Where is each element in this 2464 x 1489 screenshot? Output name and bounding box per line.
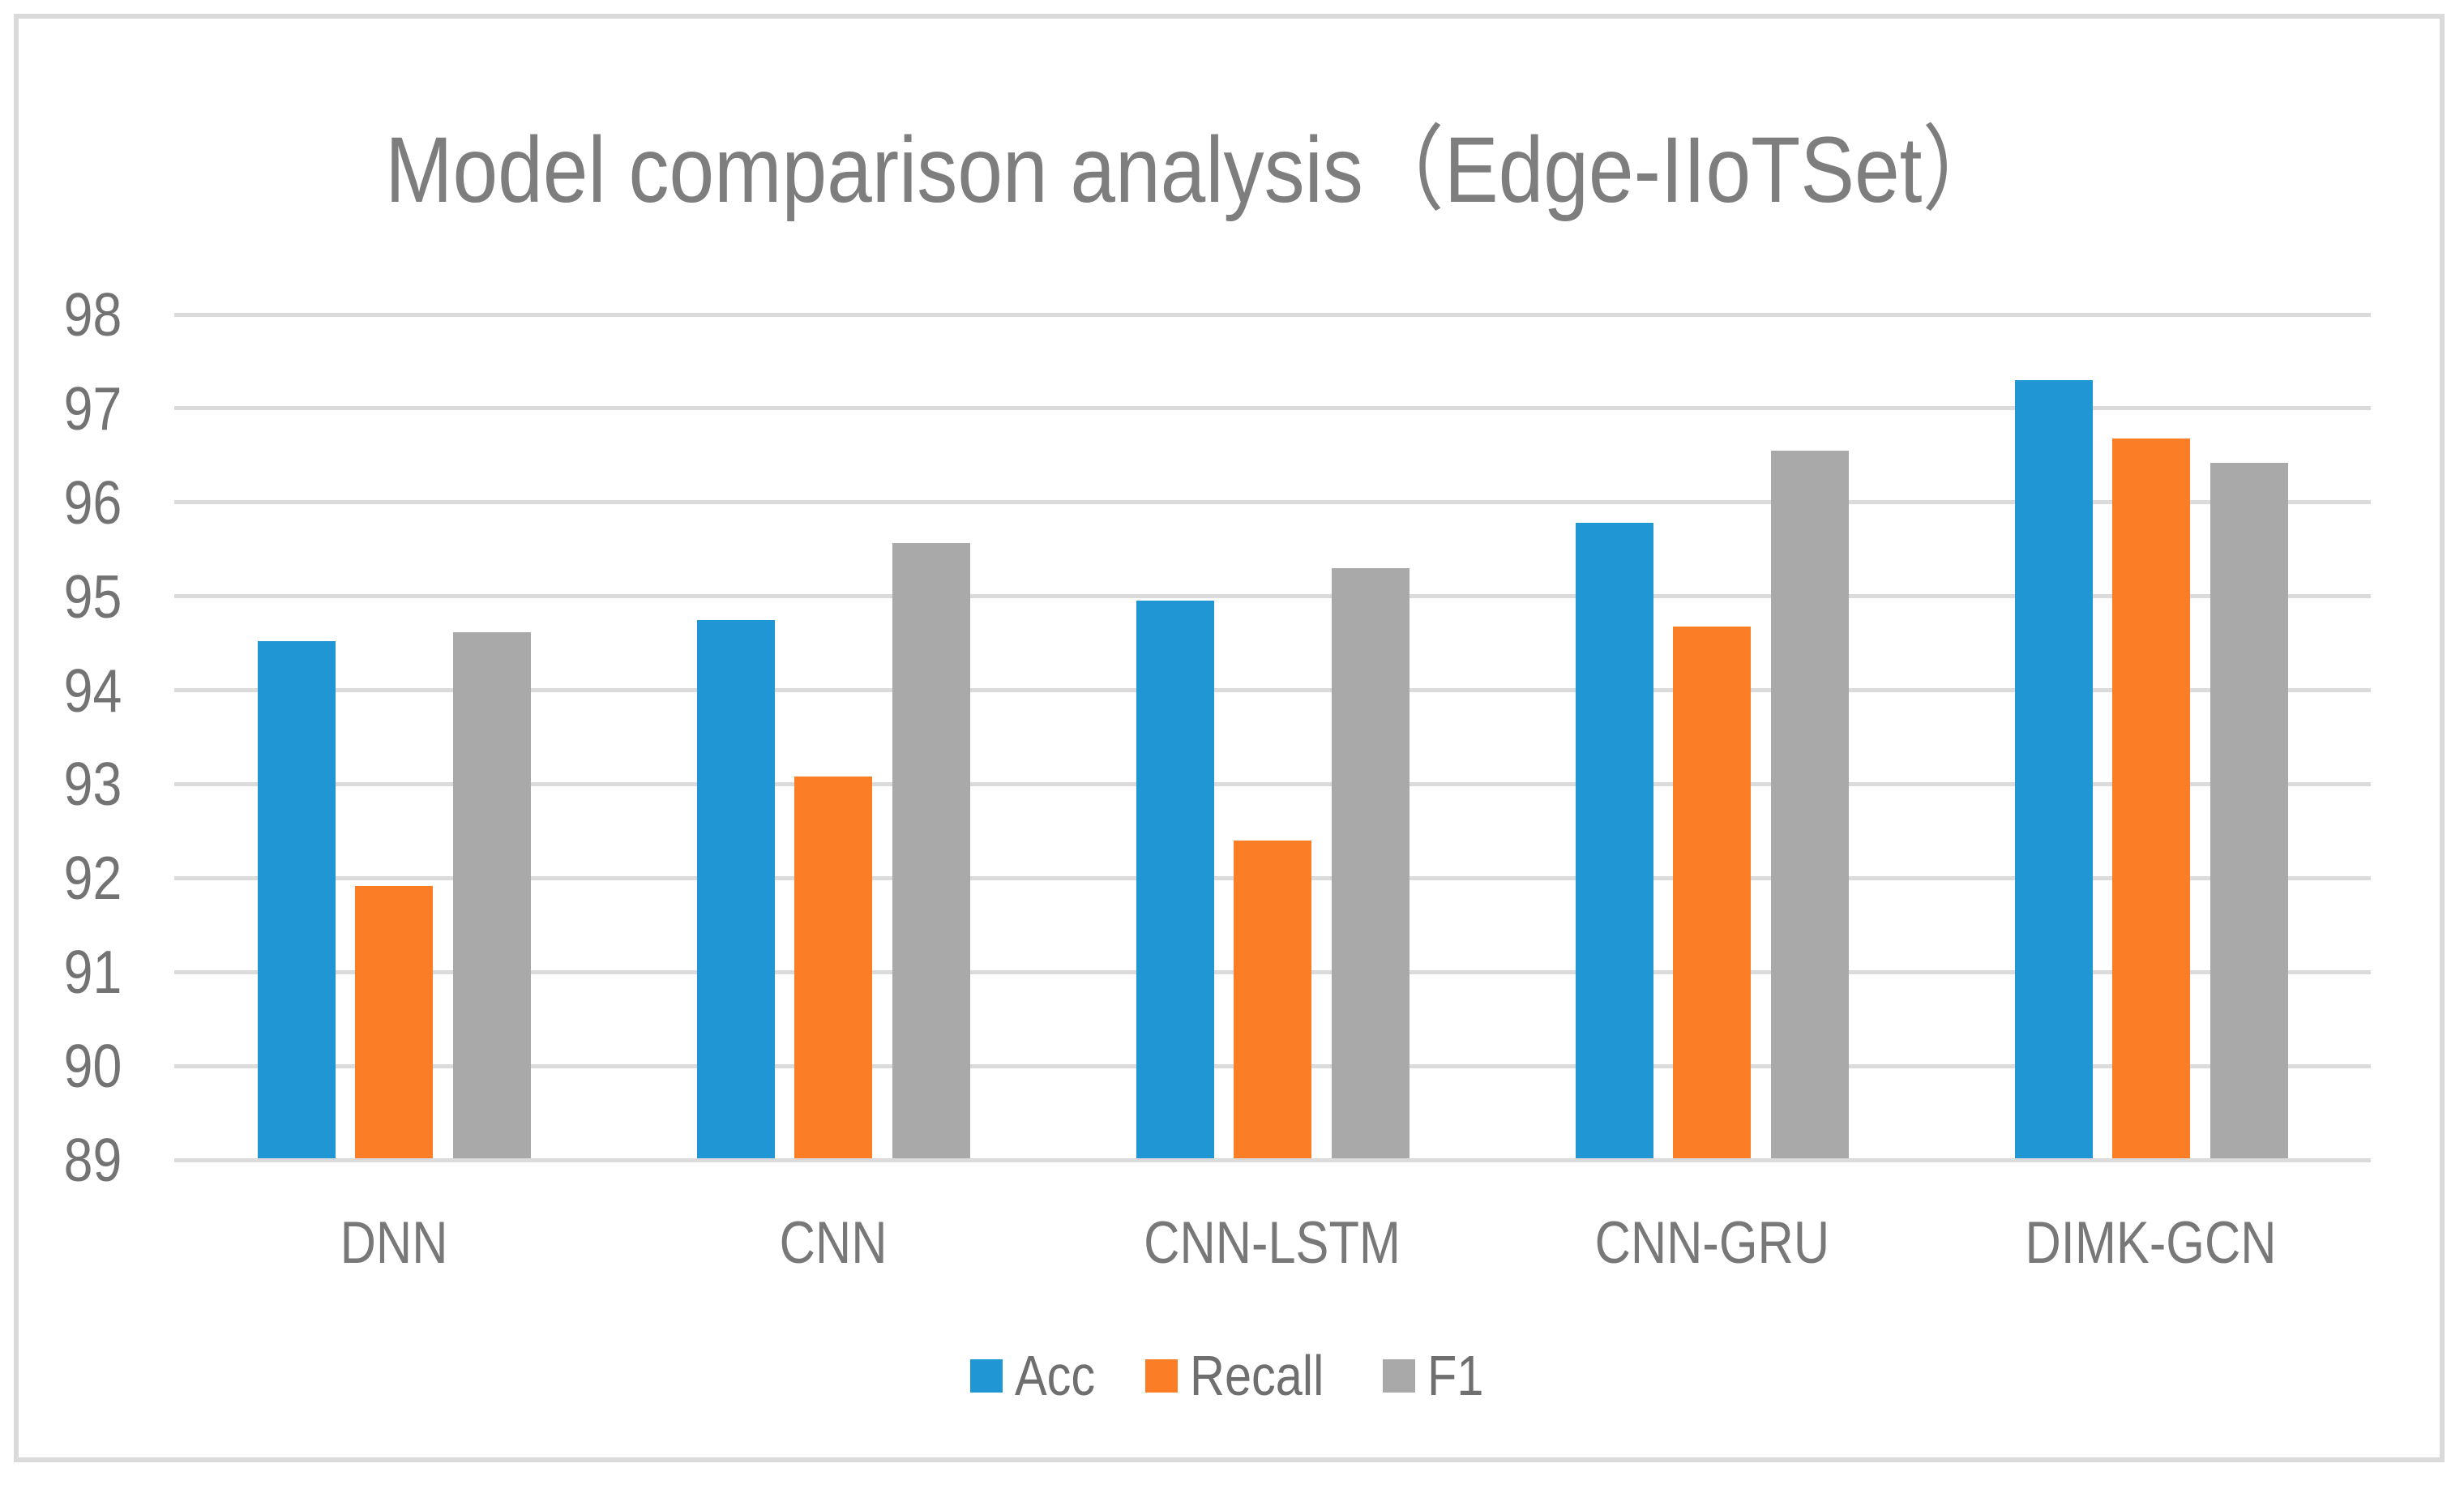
- y-tick-text: 92: [63, 844, 122, 913]
- y-tick-label: 95: [0, 564, 122, 629]
- bar-f1-cnn-gru: [1770, 451, 1849, 1158]
- bar-f1-dimk-gcn: [2209, 463, 2288, 1158]
- x-category-text: DNN: [340, 1210, 448, 1276]
- legend-swatch-f1: [1383, 1358, 1416, 1393]
- bar-acc-dimk-gcn: [2014, 380, 2093, 1158]
- y-tick-text: 93: [63, 750, 122, 819]
- x-category-label-dimk-gcn: DIMK-GCN: [1931, 1211, 2371, 1276]
- y-tick-text: 96: [63, 468, 122, 537]
- y-tick-text: 90: [63, 1032, 122, 1101]
- y-tick-label: 91: [0, 939, 122, 1004]
- y-tick-label: 89: [0, 1127, 122, 1192]
- gridline-y-96: [174, 500, 2371, 505]
- legend-item-f1: F1: [1383, 1347, 1494, 1404]
- chart-title-row: Model comparison analysis（Edge-IIoTSet）: [0, 105, 2388, 235]
- x-category-label-cnn: CNN: [614, 1211, 1053, 1276]
- x-category-text: DIMK-GCN: [2026, 1210, 2277, 1276]
- plot-area: [174, 312, 2371, 1162]
- gridline-y-89: [174, 1157, 2371, 1162]
- bar-recall-dnn: [355, 885, 433, 1158]
- legend-item-recall: Recall: [1144, 1344, 1348, 1407]
- y-tick-text: 95: [63, 562, 122, 631]
- bar-f1-cnn: [892, 542, 970, 1158]
- x-category-text: CNN: [779, 1210, 888, 1276]
- y-tick-label: 97: [0, 376, 122, 441]
- gridline-y-98: [174, 312, 2371, 317]
- y-tick-text: 89: [63, 1126, 122, 1194]
- x-category-text: CNN-LSTM: [1144, 1210, 1401, 1276]
- y-tick-label: 90: [0, 1033, 122, 1098]
- gridline-y-95: [174, 594, 2371, 599]
- bar-acc-cnn: [696, 619, 775, 1158]
- bar-acc-cnn-gru: [1575, 523, 1653, 1158]
- x-category-label-dnn: DNN: [174, 1211, 614, 1276]
- legend-swatch-acc: [970, 1358, 1003, 1393]
- bar-recall-dimk-gcn: [2112, 438, 2190, 1158]
- bar-recall-cnn: [794, 777, 872, 1158]
- bar-acc-dnn: [257, 641, 336, 1158]
- bar-f1-dnn: [452, 631, 531, 1158]
- y-tick-label: 96: [0, 470, 122, 535]
- chart-outer-border: [14, 14, 2445, 1462]
- bar-recall-cnn-lstm: [1234, 840, 1311, 1158]
- bar-acc-cnn-lstm: [1136, 601, 1214, 1158]
- y-tick-label: 98: [0, 282, 122, 347]
- x-category-label-cnn-gru: CNN-GRU: [1492, 1211, 1931, 1276]
- y-tick-text: 98: [63, 280, 122, 349]
- y-tick-label: 94: [0, 658, 122, 723]
- x-category-text: CNN-GRU: [1594, 1210, 1829, 1276]
- x-category-label-cnn-lstm: CNN-LSTM: [1053, 1211, 1492, 1276]
- chart-title: Model comparison analysis（Edge-IIoTSet）: [384, 118, 2004, 222]
- legend-swatch-recall: [1144, 1358, 1178, 1393]
- y-tick-label: 92: [0, 845, 122, 910]
- y-tick-text: 94: [63, 656, 122, 725]
- legend-label-f1: F1: [1427, 1344, 1484, 1407]
- legend-label-acc: Acc: [1015, 1344, 1096, 1407]
- bar-recall-cnn-gru: [1673, 626, 1751, 1158]
- legend: Acc Recall F1: [0, 1347, 2464, 1404]
- gridline-y-93: [174, 781, 2371, 786]
- gridline-y-94: [174, 688, 2371, 693]
- y-tick-label: 93: [0, 751, 122, 816]
- legend-label-recall: Recall: [1189, 1344, 1324, 1407]
- y-tick-text: 97: [63, 374, 122, 443]
- bar-f1-cnn-lstm: [1331, 567, 1410, 1158]
- legend-item-acc: Acc: [970, 1347, 1110, 1404]
- y-tick-text: 91: [63, 938, 122, 1007]
- gridline-y-97: [174, 406, 2371, 411]
